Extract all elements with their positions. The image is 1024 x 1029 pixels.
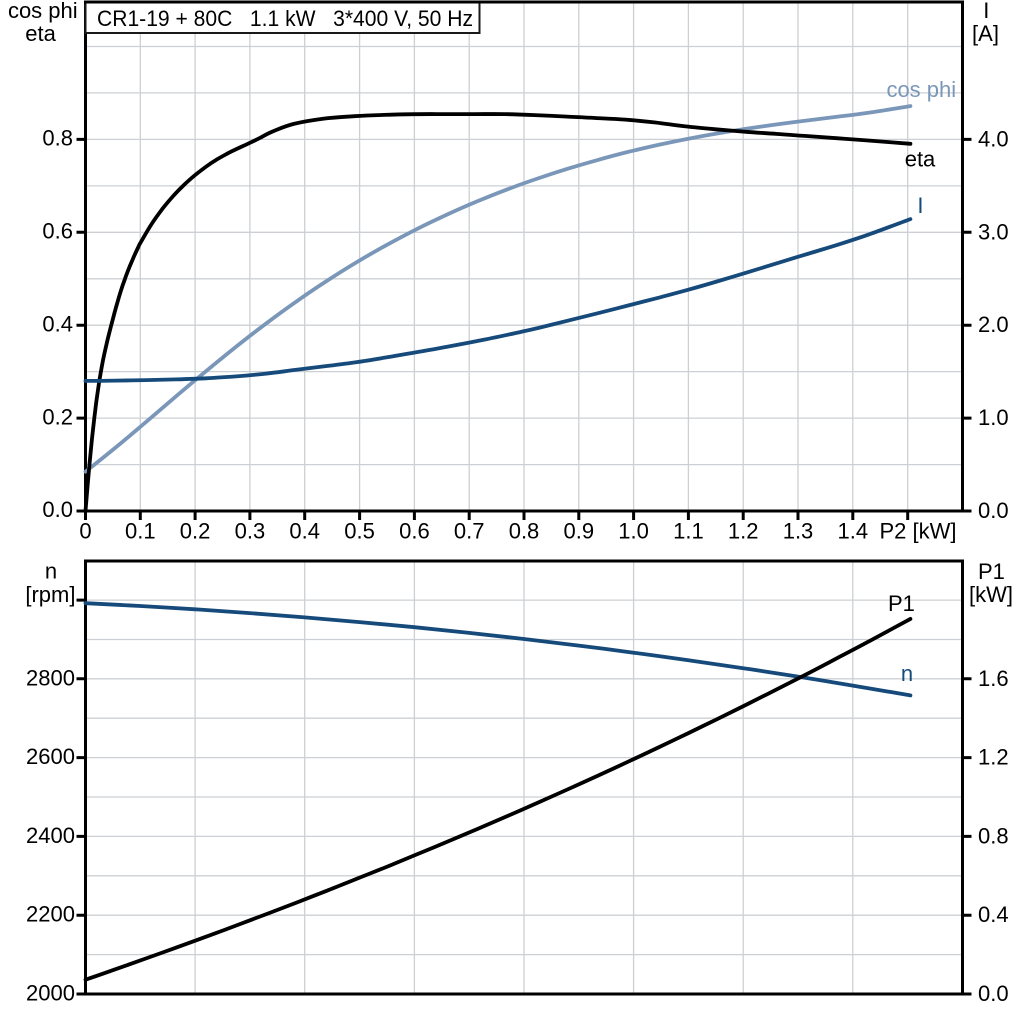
svg-text:0.4: 0.4: [978, 902, 1009, 927]
svg-text:2200: 2200: [26, 902, 75, 927]
svg-text:1.0: 1.0: [978, 405, 1009, 430]
svg-text:0.6: 0.6: [399, 519, 430, 544]
svg-text:0.8: 0.8: [978, 823, 1009, 848]
svg-text:[kW]: [kW]: [969, 582, 1013, 607]
svg-text:1.3: 1.3: [783, 519, 814, 544]
svg-text:0.6: 0.6: [42, 219, 73, 244]
svg-text:P1: P1: [978, 559, 1005, 584]
svg-text:2600: 2600: [26, 744, 75, 769]
svg-text:0.0: 0.0: [42, 497, 73, 522]
svg-text:2000: 2000: [26, 981, 75, 1006]
svg-text:0.7: 0.7: [454, 519, 485, 544]
svg-text:0.5: 0.5: [344, 519, 375, 544]
svg-text:0.1: 0.1: [125, 519, 156, 544]
svg-text:2400: 2400: [26, 823, 75, 848]
svg-text:1.4: 1.4: [838, 519, 869, 544]
svg-text:2.0: 2.0: [978, 312, 1009, 337]
svg-text:1.1: 1.1: [673, 519, 704, 544]
svg-text:0.9: 0.9: [564, 519, 595, 544]
svg-text:0.8: 0.8: [509, 519, 540, 544]
svg-text:1.2: 1.2: [728, 519, 759, 544]
svg-text:0.4: 0.4: [289, 519, 320, 544]
svg-text:n: n: [901, 661, 913, 686]
svg-text:1.2: 1.2: [978, 745, 1009, 770]
svg-text:P2 [kW]: P2 [kW]: [879, 519, 956, 544]
svg-text:n: n: [45, 559, 57, 584]
svg-text:0.4: 0.4: [42, 311, 73, 336]
svg-text:3.0: 3.0: [978, 219, 1009, 244]
svg-text:0.0: 0.0: [978, 498, 1009, 523]
svg-text:0.2: 0.2: [180, 519, 211, 544]
svg-text:P1: P1: [888, 591, 915, 616]
svg-text:I: I: [983, 0, 989, 23]
svg-text:0: 0: [79, 519, 91, 544]
svg-text:eta: eta: [25, 21, 56, 46]
svg-text:0.2: 0.2: [42, 404, 73, 429]
svg-text:[A]: [A]: [972, 21, 999, 46]
svg-text:1.6: 1.6: [978, 666, 1009, 691]
svg-text:1.0: 1.0: [618, 519, 649, 544]
svg-text:0.3: 0.3: [235, 519, 266, 544]
svg-text:[rpm]: [rpm]: [25, 582, 75, 607]
svg-text:0.0: 0.0: [978, 981, 1009, 1006]
svg-text:eta: eta: [905, 146, 936, 171]
svg-text:CR1-19 + 80C 1.1 kW 3*400: CR1-19 + 80C 1.1 kW 3*400 V, 50 Hz: [97, 6, 473, 31]
svg-text:cos phi: cos phi: [886, 77, 956, 102]
svg-text:I: I: [917, 193, 923, 218]
svg-text:4.0: 4.0: [978, 126, 1009, 151]
svg-text:cos phi: cos phi: [8, 0, 78, 23]
svg-text:0.8: 0.8: [42, 126, 73, 151]
svg-text:2800: 2800: [26, 665, 75, 690]
